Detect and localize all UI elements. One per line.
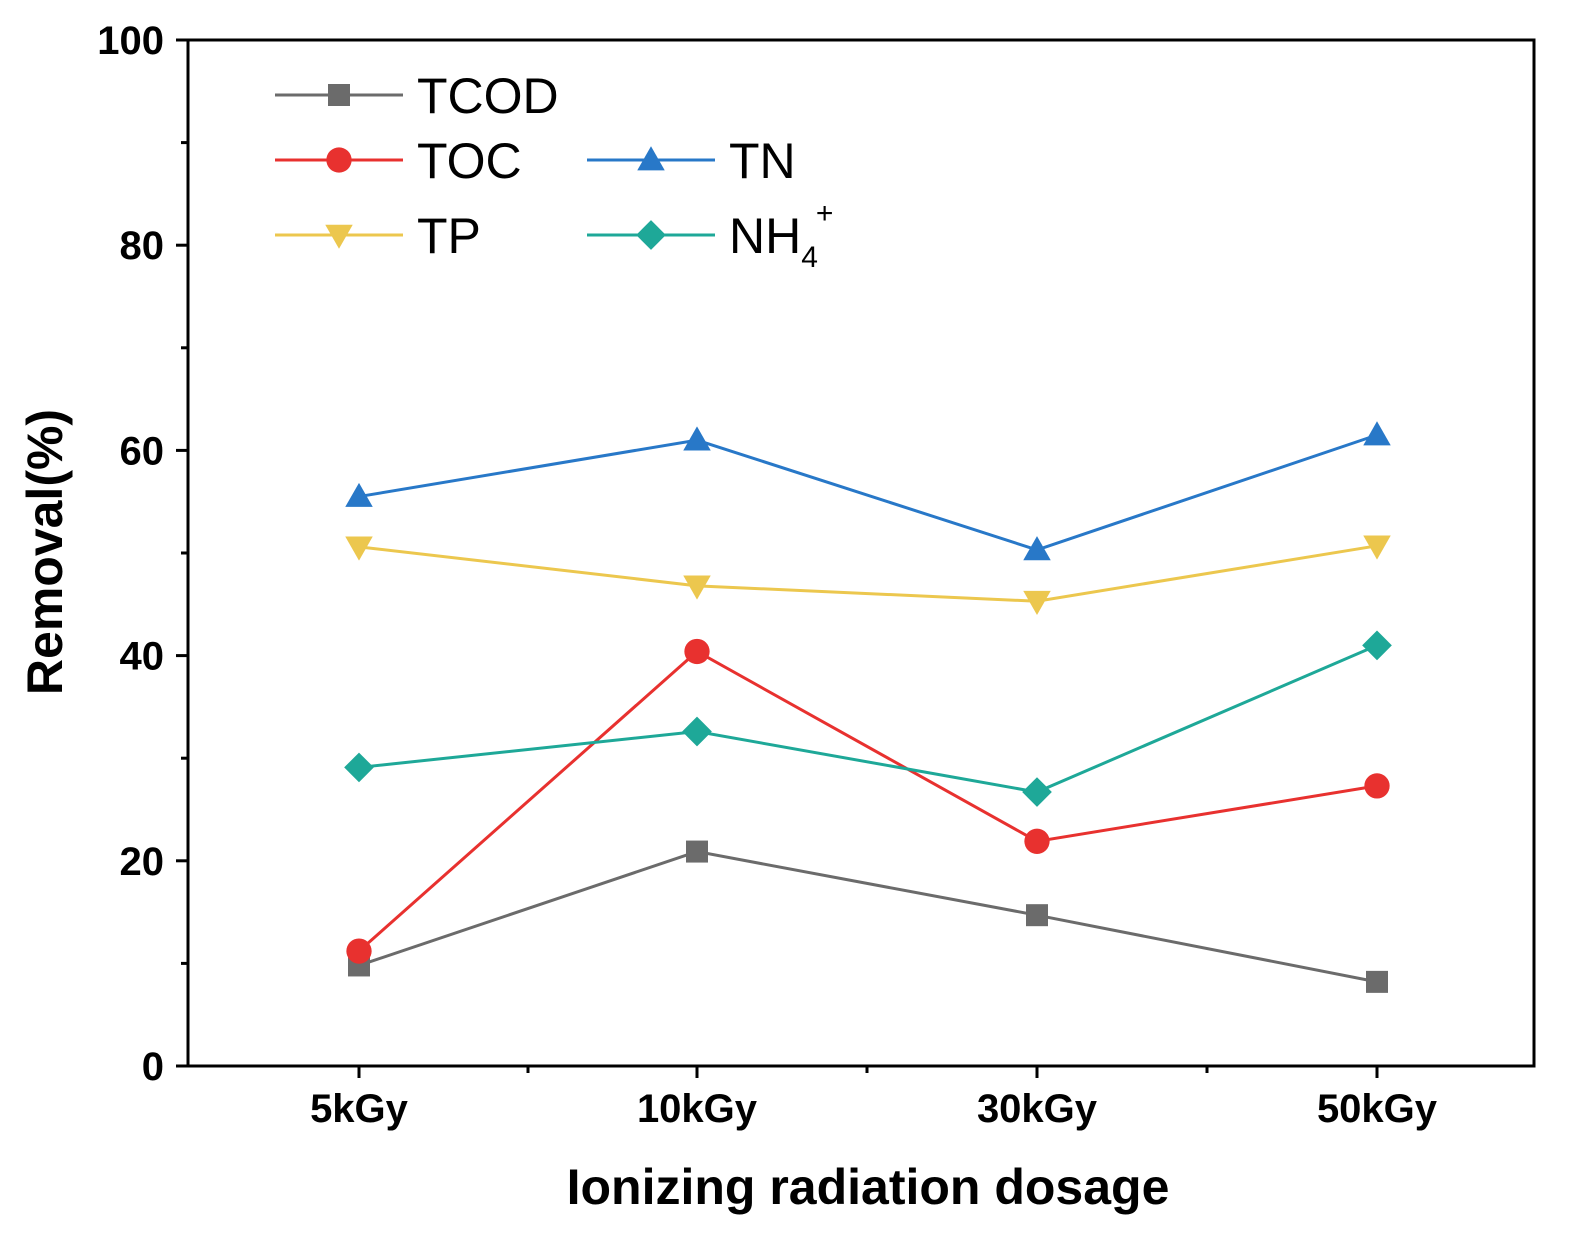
y-tick-label: 0 [142, 1045, 164, 1089]
legend-label-nh4: NH4+ [729, 197, 833, 274]
data-point-tp [1363, 535, 1391, 560]
data-point-tn [1363, 421, 1391, 446]
legend-entry-tcod: TCOD [275, 68, 559, 124]
series-tn [345, 421, 1391, 561]
data-point-tp [1023, 590, 1051, 615]
y-tick-label: 40 [120, 635, 165, 679]
y-tick-label: 80 [120, 224, 165, 268]
legend-entry-nh4: NH4+ [587, 197, 833, 274]
data-point-tp [683, 575, 711, 600]
data-point-tn [683, 426, 711, 451]
data-point-toc [1364, 773, 1390, 799]
y-axis-title: Removal(%) [17, 409, 73, 695]
x-axis-title: Ionizing radiation dosage [567, 1159, 1170, 1215]
y-tick-label: 100 [97, 19, 164, 63]
y-tick-label: 60 [120, 429, 165, 473]
legend-marker-tn [637, 146, 665, 171]
data-point-nh4 [1022, 777, 1052, 807]
series-nh4 [344, 630, 1392, 807]
y-axis: 0 20 40 60 80 100 [97, 19, 188, 1089]
series-tp [345, 535, 1391, 615]
legend-entry-tp: TP [275, 208, 481, 264]
data-point-tn [345, 482, 373, 507]
legend-label-tp: TP [417, 208, 481, 264]
series-line-tcod [358, 850, 1378, 984]
x-tick-label: 50kGy [1317, 1087, 1438, 1131]
series-line-nh4 [358, 643, 1378, 794]
series-line-tn [358, 433, 1378, 552]
legend-marker-toc [326, 147, 352, 173]
data-point-tcod [1366, 970, 1388, 993]
series-toc [346, 638, 1390, 964]
data-point-toc [684, 638, 710, 665]
data-point-nh4 [344, 752, 374, 783]
legend-marker-nh4 [636, 220, 666, 250]
legend-entry-toc: TOC [275, 133, 522, 189]
series-layer [344, 421, 1392, 993]
legend-label-toc: TOC [417, 133, 522, 189]
series-line-tp [358, 544, 1378, 603]
data-point-tn [1023, 536, 1051, 561]
x-tick-label: 10kGy [637, 1087, 758, 1131]
legend-label-tcod: TCOD [417, 68, 559, 124]
data-point-toc [346, 938, 372, 964]
x-axis: 5kGy 10kGy 30kGy 50kGy [310, 1066, 1438, 1131]
x-tick-label: 30kGy [977, 1087, 1098, 1131]
legend-marker-tp [325, 224, 353, 249]
series-tcod [348, 840, 1388, 993]
data-point-tcod [1026, 904, 1048, 927]
data-point-tcod [686, 840, 708, 863]
data-point-nh4 [682, 716, 712, 747]
legend-marker-tcod [328, 84, 350, 106]
legend-label-tn: TN [729, 133, 796, 189]
x-tick-label: 5kGy [310, 1087, 409, 1131]
y-tick-label: 20 [120, 840, 165, 884]
data-point-toc [1024, 828, 1050, 854]
legend: TCOD TOC TN TP NH4+ [275, 68, 833, 274]
legend-entry-tn: TN [587, 133, 796, 189]
series-line-toc [358, 649, 1378, 953]
data-point-nh4 [1362, 630, 1392, 661]
data-point-tp [345, 536, 373, 561]
